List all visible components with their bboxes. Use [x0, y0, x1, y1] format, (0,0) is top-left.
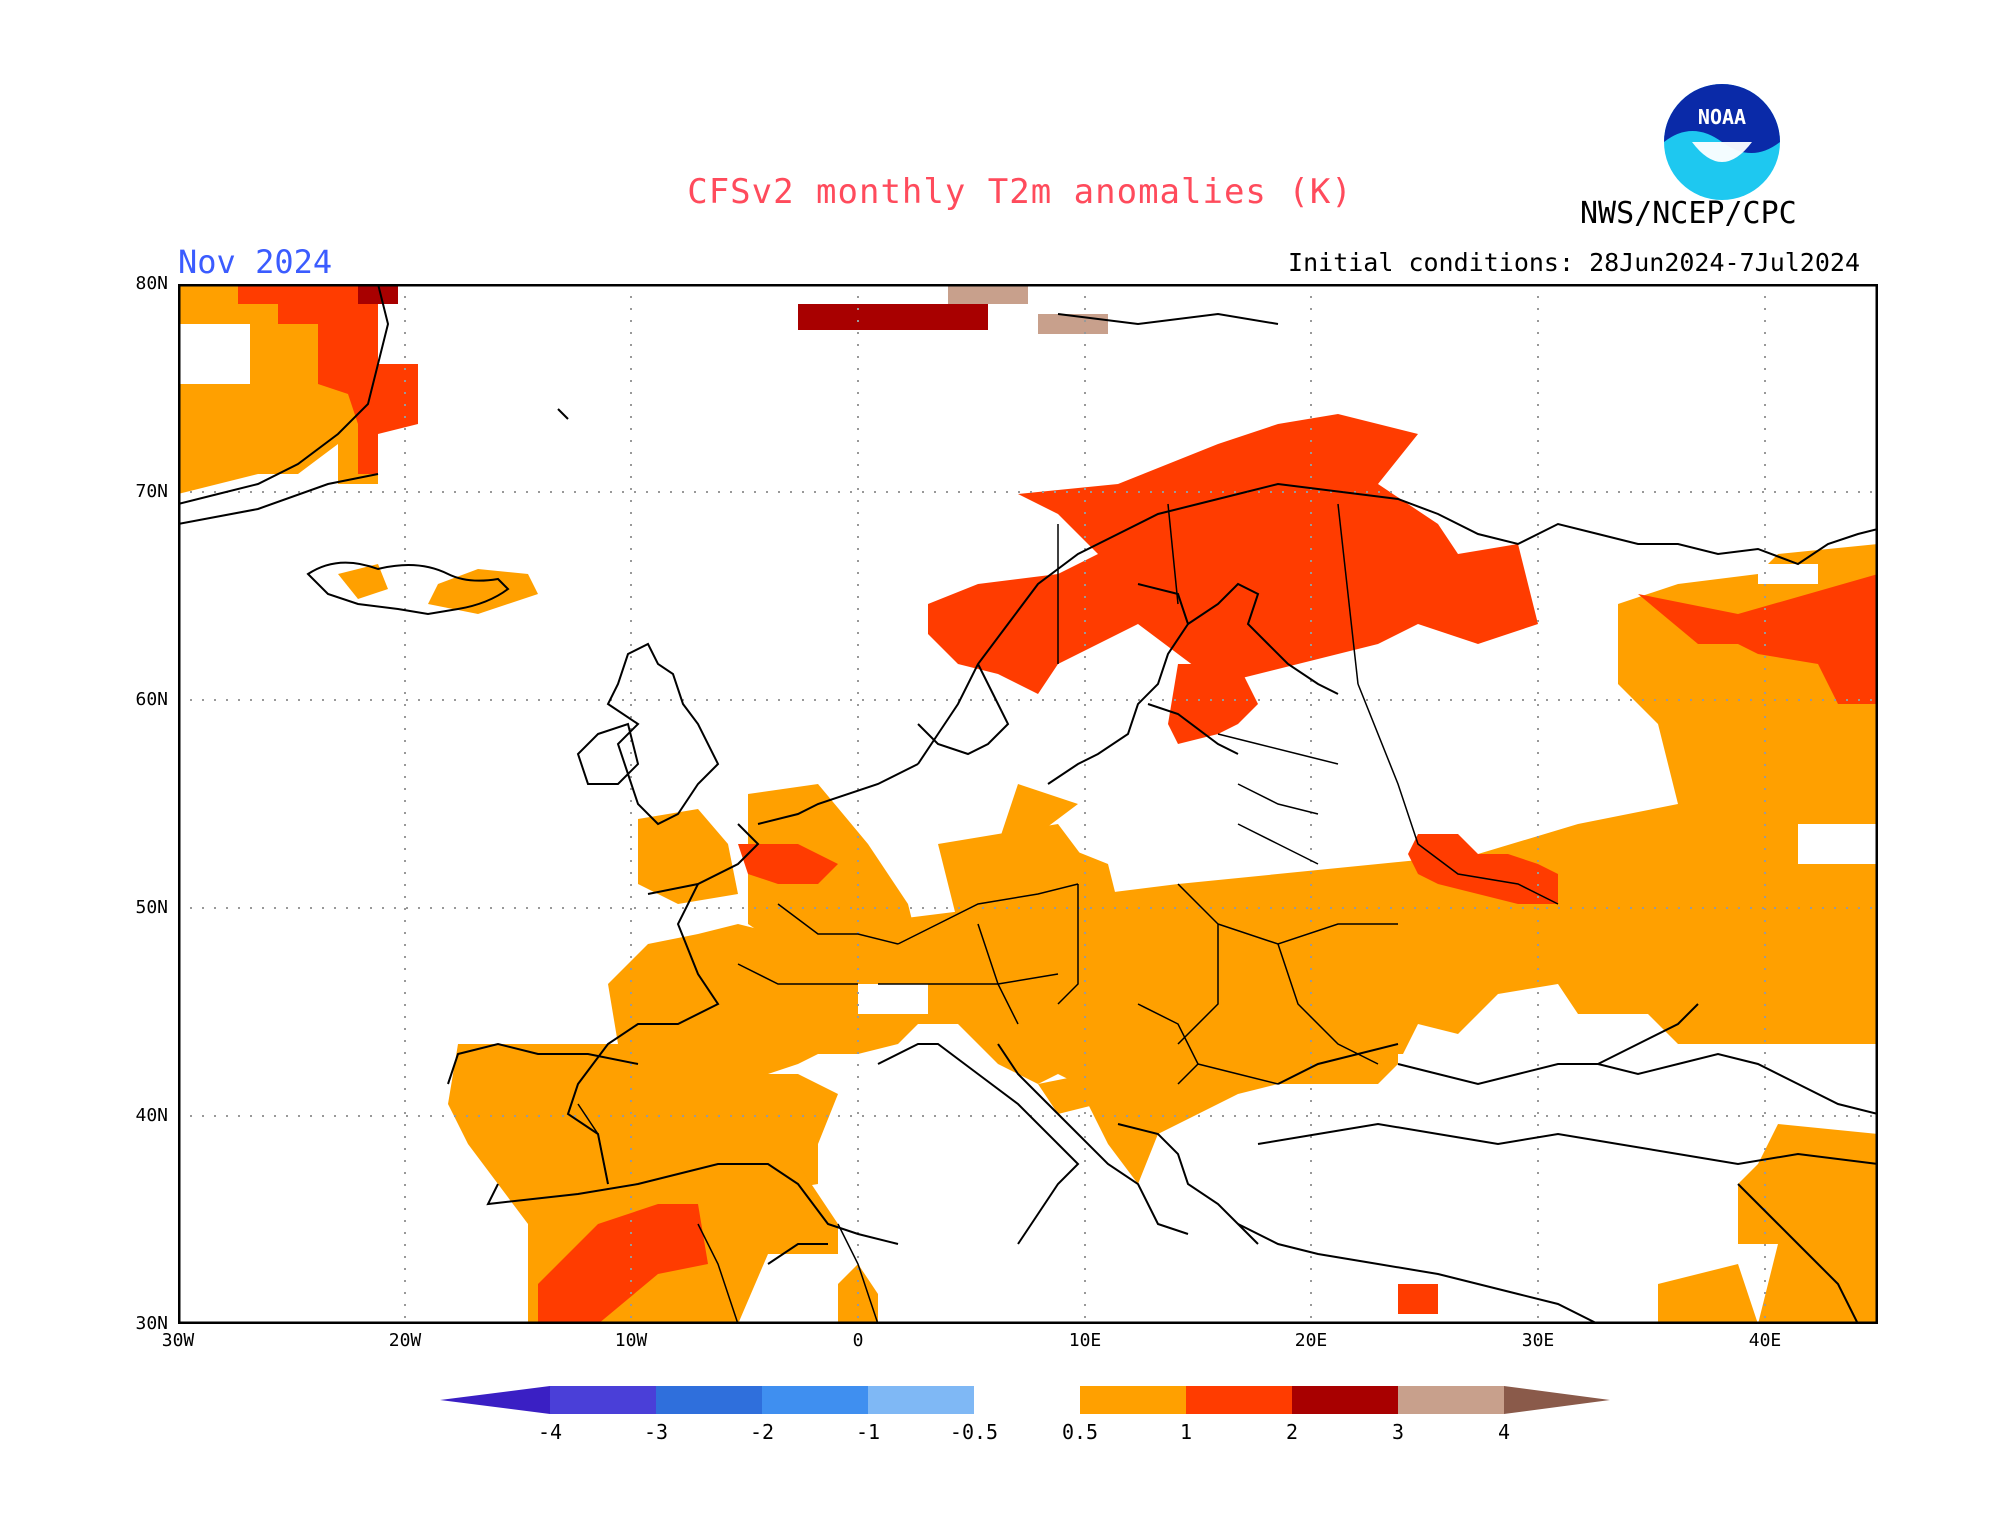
colorbar-label: -1	[855, 1420, 881, 1444]
anomaly-field-3-4	[948, 284, 1108, 334]
colorbar-high-arrow	[1504, 1386, 1610, 1414]
colorbar-bin	[656, 1386, 762, 1414]
map-title: CFSv2 monthly T2m anomalies (K)	[687, 172, 1353, 212]
lat-tick-40n: 40N	[135, 1105, 168, 1126]
colorbar-label: 2	[1285, 1420, 1299, 1444]
anomaly-field-2-3	[358, 284, 988, 330]
colorbar-bin	[1186, 1386, 1292, 1414]
colorbar-bin	[1398, 1386, 1504, 1414]
lat-tick-70n: 70N	[135, 481, 168, 502]
lat-tick-80n: 80N	[135, 273, 168, 294]
lat-tick-50n: 50N	[135, 897, 168, 918]
coastlines	[178, 284, 1878, 1324]
agency-label: NWS/NCEP/CPC	[1580, 196, 1797, 231]
map-frame	[178, 284, 1878, 1324]
anomaly-field-05-1	[178, 284, 1878, 1324]
noaa-logo-text: NOAA	[1698, 105, 1746, 129]
country-borders	[577, 503, 1559, 1324]
colorbar-label: 1	[1179, 1420, 1193, 1444]
lat-tick-60n: 60N	[135, 689, 168, 710]
graticule	[178, 284, 1878, 1324]
colorbar-label: 4	[1497, 1420, 1511, 1444]
lat-tick-30n: 30N	[135, 1313, 168, 1334]
anomaly-map	[178, 284, 1878, 1324]
lon-tick-10w: 10W	[614, 1330, 648, 1351]
colorbar-label: 3	[1391, 1420, 1405, 1444]
colorbar-label: 0.5	[1061, 1420, 1099, 1444]
colorbar-label: -0.5	[949, 1420, 999, 1444]
colorbar	[440, 1386, 1610, 1414]
noaa-logo: NOAA	[1664, 84, 1780, 200]
initial-conditions: Initial conditions: 28Jun2024-7Jul2024	[1288, 248, 1860, 277]
colorbar-bin	[1080, 1386, 1186, 1414]
lon-tick-10e: 10E	[1068, 1330, 1102, 1351]
colorbar-label: -3	[643, 1420, 669, 1444]
lon-tick-40e: 40E	[1748, 1330, 1782, 1351]
lon-tick-0: 0	[852, 1330, 864, 1351]
colorbar-bin	[1292, 1386, 1398, 1414]
colorbar-label: -2	[749, 1420, 775, 1444]
colorbar-label: -4	[537, 1420, 563, 1444]
lon-tick-20w: 20W	[388, 1330, 422, 1351]
colorbar-bin	[762, 1386, 868, 1414]
colorbar-low-arrow	[440, 1386, 550, 1414]
lon-tick-30e: 30E	[1521, 1330, 1555, 1351]
lon-tick-20e: 20E	[1294, 1330, 1328, 1351]
colorbar-bin	[550, 1386, 656, 1414]
colorbar-bin	[974, 1386, 1080, 1414]
lon-tick-30w: 30W	[161, 1330, 195, 1351]
forecast-month: Nov 2024	[178, 243, 333, 281]
colorbar-bin	[868, 1386, 974, 1414]
